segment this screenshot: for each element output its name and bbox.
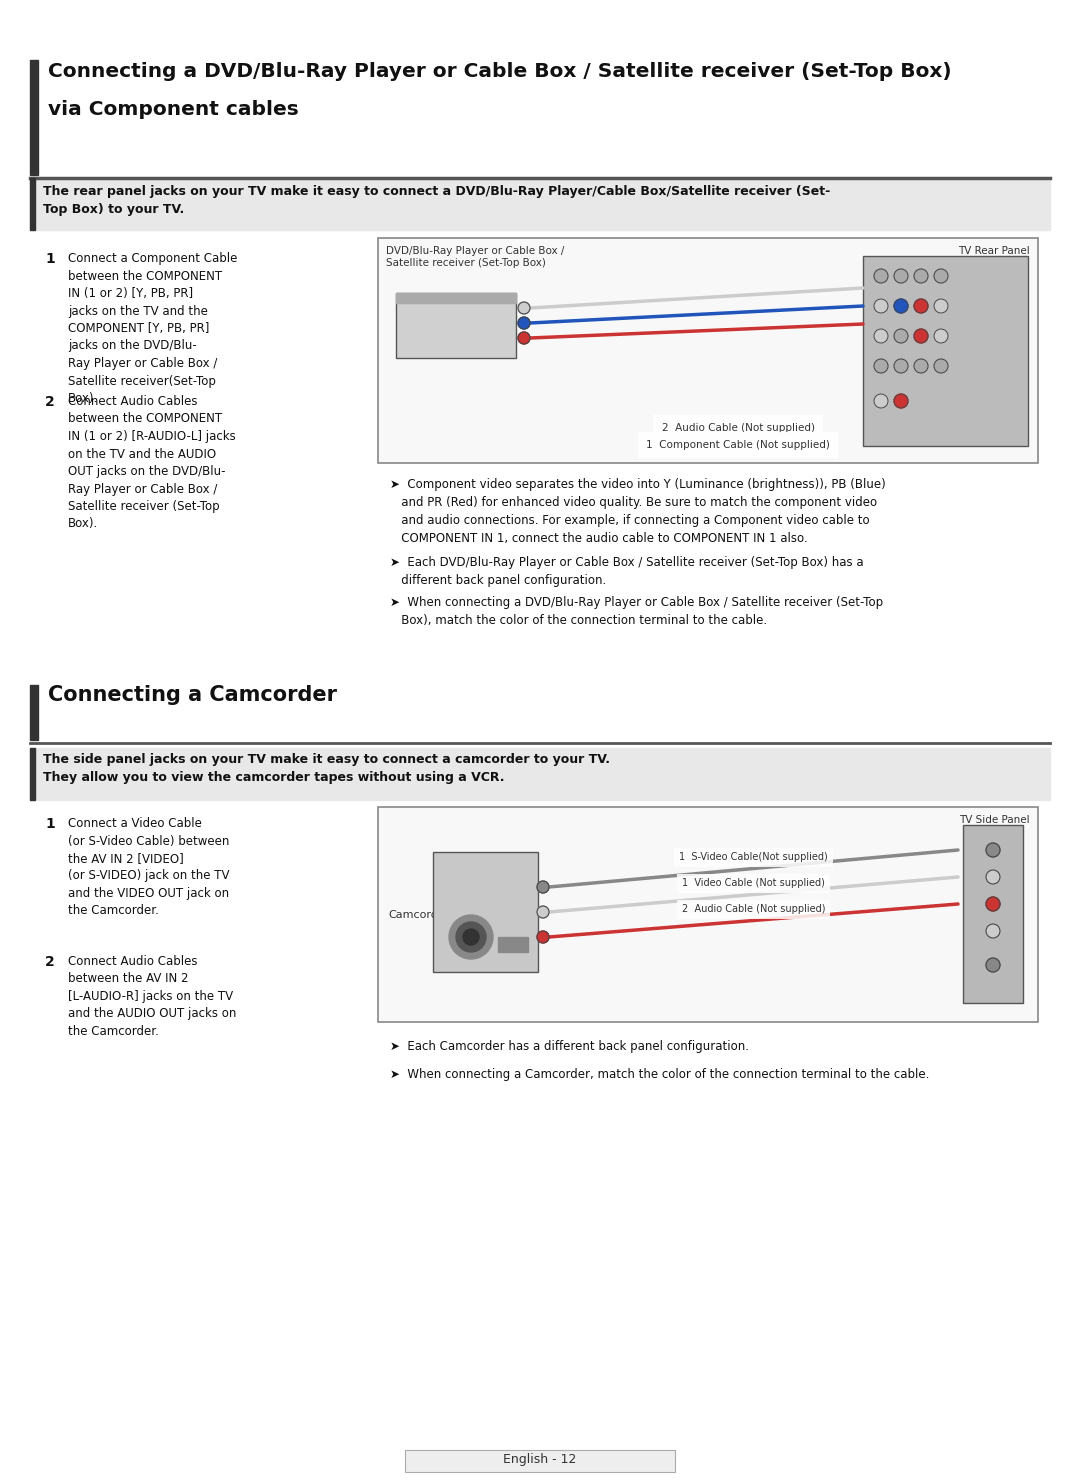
Circle shape: [456, 922, 486, 951]
Text: Camcorder: Camcorder: [388, 910, 449, 919]
Text: The rear panel jacks on your TV make it easy to connect a DVD/Blu-Ray Player/Cab: The rear panel jacks on your TV make it …: [43, 185, 831, 216]
Text: ➤  When connecting a DVD/Blu-Ray Player or Cable Box / Satellite receiver (Set-T: ➤ When connecting a DVD/Blu-Ray Player o…: [390, 596, 883, 627]
Text: ➤  When connecting a Camcorder, match the color of the connection terminal to th: ➤ When connecting a Camcorder, match the…: [390, 1069, 930, 1080]
Text: 1  Component Cable (Not supplied): 1 Component Cable (Not supplied): [646, 440, 829, 451]
Circle shape: [914, 329, 928, 342]
Circle shape: [874, 270, 888, 283]
Circle shape: [874, 299, 888, 313]
Circle shape: [934, 299, 948, 313]
Text: 2  Audio Cable (Not supplied): 2 Audio Cable (Not supplied): [661, 422, 814, 433]
Bar: [30, 748, 1050, 800]
Bar: [498, 937, 528, 951]
Circle shape: [874, 329, 888, 342]
Text: Connect Audio Cables
between the AV IN 2
[L-AUDIO-R] jacks on the TV
and the AUD: Connect Audio Cables between the AV IN 2…: [68, 954, 237, 1037]
Circle shape: [518, 317, 530, 329]
Bar: [30, 685, 38, 740]
Text: ➤  Component video separates the video into Y (Luminance (brightness)), PB (Blue: ➤ Component video separates the video in…: [390, 479, 886, 545]
Circle shape: [986, 957, 1000, 972]
Bar: [405, 1449, 675, 1472]
Circle shape: [914, 270, 928, 283]
Circle shape: [449, 914, 492, 959]
Text: 1: 1: [45, 252, 55, 265]
Text: 1  S-Video Cable(Not supplied): 1 S-Video Cable(Not supplied): [679, 852, 828, 863]
Circle shape: [894, 270, 908, 283]
Bar: [433, 852, 538, 972]
Text: English - 12: English - 12: [503, 1452, 577, 1466]
Circle shape: [537, 906, 549, 917]
Bar: [378, 239, 1038, 462]
Text: TV Side Panel: TV Side Panel: [959, 815, 1030, 825]
Circle shape: [986, 897, 1000, 911]
Circle shape: [894, 329, 908, 342]
Text: 2: 2: [45, 396, 55, 409]
Circle shape: [518, 332, 530, 344]
Text: 1  Video Cable (Not supplied): 1 Video Cable (Not supplied): [683, 879, 825, 889]
Circle shape: [914, 359, 928, 373]
Circle shape: [537, 931, 549, 943]
Text: Connect a Video Cable
(or S-Video Cable) between
the AV IN 2 [VIDEO]
(or S-VIDEO: Connect a Video Cable (or S-Video Cable)…: [68, 817, 229, 917]
Text: 2: 2: [45, 954, 55, 969]
Text: ➤  Each DVD/Blu-Ray Player or Cable Box / Satellite receiver (Set-Top Box) has a: ➤ Each DVD/Blu-Ray Player or Cable Box /…: [390, 556, 864, 587]
Text: Connecting a DVD/Blu-Ray Player or Cable Box / Satellite receiver (Set-Top Box): Connecting a DVD/Blu-Ray Player or Cable…: [48, 62, 951, 82]
Text: TV Rear Panel: TV Rear Panel: [958, 246, 1030, 256]
Circle shape: [518, 302, 530, 314]
Bar: [30, 178, 1050, 230]
Text: The side panel jacks on your TV make it easy to connect a camcorder to your TV.
: The side panel jacks on your TV make it …: [43, 753, 610, 784]
Bar: [863, 256, 1028, 446]
Text: Connect Audio Cables
between the COMPONENT
IN (1 or 2) [R-AUDIO-L] jacks
on the : Connect Audio Cables between the COMPONE…: [68, 396, 235, 531]
Circle shape: [874, 394, 888, 408]
Circle shape: [986, 923, 1000, 938]
Circle shape: [894, 359, 908, 373]
Bar: [30, 178, 35, 230]
Circle shape: [934, 329, 948, 342]
Text: via Component cables: via Component cables: [48, 99, 299, 119]
Circle shape: [894, 394, 908, 408]
Circle shape: [874, 359, 888, 373]
Text: 2  Audio Cable (Not supplied): 2 Audio Cable (Not supplied): [681, 904, 825, 914]
Circle shape: [914, 299, 928, 313]
Circle shape: [934, 359, 948, 373]
Bar: [396, 293, 516, 302]
Text: Connect a Component Cable
between the COMPONENT
IN (1 or 2) [Y, PB, PR]
jacks on: Connect a Component Cable between the CO…: [68, 252, 238, 405]
Bar: [30, 59, 38, 175]
Circle shape: [934, 270, 948, 283]
Bar: [378, 808, 1038, 1023]
Text: DVD/Blu-Ray Player or Cable Box /
Satellite receiver (Set-Top Box): DVD/Blu-Ray Player or Cable Box / Satell…: [386, 246, 565, 268]
Circle shape: [986, 843, 1000, 857]
Circle shape: [537, 880, 549, 894]
Bar: [963, 825, 1023, 1003]
Circle shape: [894, 299, 908, 313]
Text: ➤  Each Camcorder has a different back panel configuration.: ➤ Each Camcorder has a different back pa…: [390, 1040, 750, 1054]
Text: 1: 1: [45, 817, 55, 831]
Bar: [30, 748, 35, 800]
Bar: [396, 293, 516, 359]
Circle shape: [463, 929, 480, 946]
Text: Connecting a Camcorder: Connecting a Camcorder: [48, 685, 337, 705]
Circle shape: [986, 870, 1000, 883]
